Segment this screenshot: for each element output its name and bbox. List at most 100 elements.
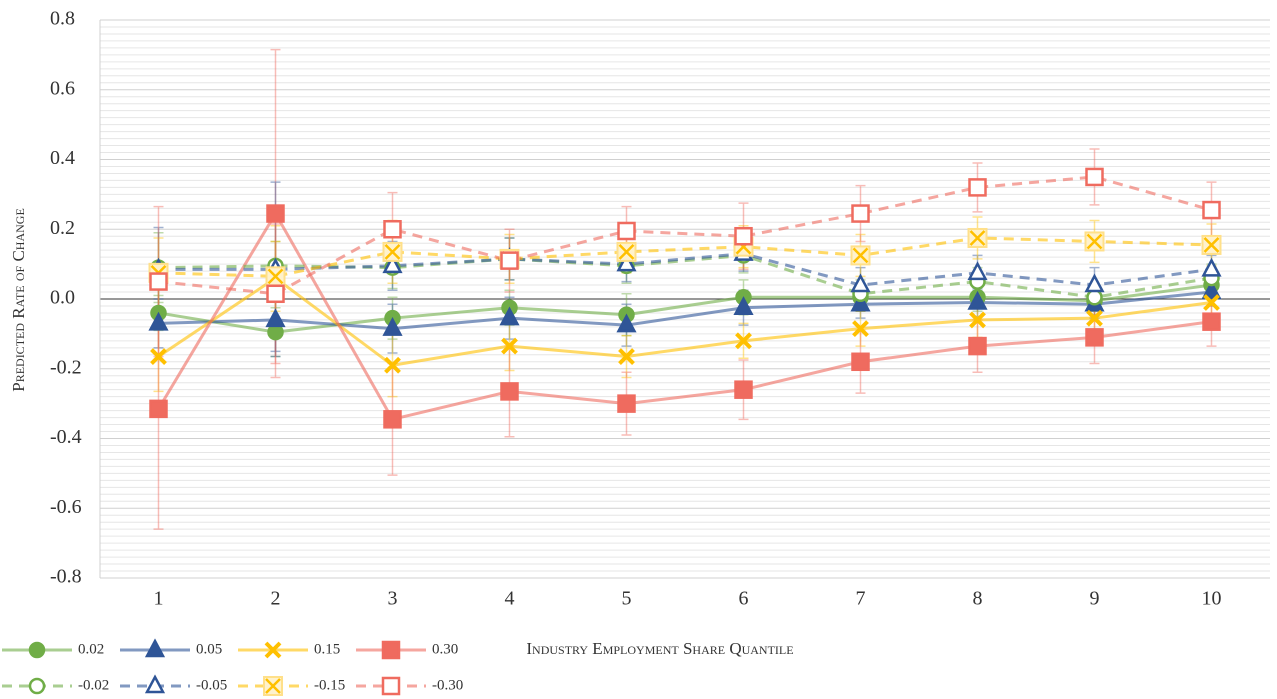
legend-label: 0.02 xyxy=(78,641,104,657)
marker-shape xyxy=(967,290,988,310)
marker xyxy=(616,241,637,262)
marker-shape xyxy=(499,306,520,326)
x-tick-label: 8 xyxy=(973,588,983,610)
marker xyxy=(501,337,518,355)
marker xyxy=(852,320,869,338)
marker xyxy=(28,641,46,659)
marker xyxy=(1201,234,1222,255)
marker-shape xyxy=(383,220,402,239)
y-axis-title: Predicted Rate of Change xyxy=(9,208,28,392)
marker xyxy=(967,290,988,310)
marker-shape xyxy=(381,640,401,660)
marker-shape xyxy=(1201,280,1222,300)
x-tick-label: 2 xyxy=(271,588,281,610)
x-tick-label: 1 xyxy=(154,588,164,610)
marker-shape xyxy=(28,677,46,695)
marker xyxy=(617,394,636,413)
marker xyxy=(850,273,871,293)
marker xyxy=(381,640,401,660)
marker-shape xyxy=(265,308,286,328)
marker-shape xyxy=(617,394,636,413)
marker xyxy=(1086,289,1103,306)
marker-shape xyxy=(967,261,988,281)
x-tick-label: 9 xyxy=(1090,588,1100,610)
marker-shape xyxy=(500,382,519,401)
marker xyxy=(616,252,637,272)
marker xyxy=(850,292,871,312)
marker xyxy=(734,226,753,246)
marker xyxy=(148,311,169,331)
marker-shape xyxy=(501,337,518,355)
marker-shape xyxy=(618,244,635,260)
y-tick-label: -0.8 xyxy=(50,566,82,588)
marker-shape xyxy=(852,320,869,338)
legend-item: -0.02 xyxy=(2,677,109,695)
legend-item: -0.15 xyxy=(238,676,345,696)
marker xyxy=(967,227,988,248)
marker xyxy=(1085,328,1104,347)
marker-shape xyxy=(1086,309,1103,327)
marker xyxy=(734,380,753,399)
marker-shape xyxy=(382,316,403,336)
marker xyxy=(149,272,168,291)
legend-item: 0.30 xyxy=(356,640,458,660)
marker xyxy=(144,674,166,694)
marker xyxy=(617,221,636,241)
marker-shape xyxy=(382,254,403,274)
marker xyxy=(263,676,283,696)
legend-item: -0.30 xyxy=(356,676,463,696)
marker-shape xyxy=(150,348,167,365)
x-axis-title: Industry Employment Share Quantile xyxy=(526,639,793,658)
y-tick-label: -0.6 xyxy=(50,496,82,518)
x-tick-label: 5 xyxy=(622,588,632,610)
marker xyxy=(1086,309,1103,327)
marker-shape xyxy=(850,292,871,312)
legend-label: 0.05 xyxy=(196,641,222,657)
marker-shape xyxy=(616,252,637,272)
marker-shape xyxy=(851,352,870,372)
marker-shape xyxy=(384,356,401,374)
marker-shape xyxy=(266,284,285,304)
marker xyxy=(266,204,285,223)
legend-label: 0.15 xyxy=(314,641,340,657)
marker-shape xyxy=(1203,294,1220,311)
marker xyxy=(265,266,286,287)
marker-shape xyxy=(969,230,986,246)
marker xyxy=(144,638,166,658)
marker xyxy=(618,348,635,365)
marker xyxy=(383,220,402,239)
series-line xyxy=(158,236,1212,278)
marker-shape xyxy=(265,678,281,694)
marker xyxy=(616,313,637,333)
marker-shape xyxy=(381,676,401,696)
marker-shape xyxy=(500,251,519,270)
series-line xyxy=(157,210,1212,422)
marker-shape xyxy=(149,399,168,419)
marker xyxy=(1085,167,1104,187)
marker-shape xyxy=(383,410,402,429)
legend-label: -0.02 xyxy=(78,677,109,693)
marker-shape xyxy=(1086,289,1103,306)
marker-shape xyxy=(734,380,753,399)
marker-shape xyxy=(617,221,636,241)
marker-shape xyxy=(850,273,871,293)
x-tick-label: 10 xyxy=(1202,588,1222,610)
marker xyxy=(968,336,987,356)
marker-shape xyxy=(852,247,869,264)
marker xyxy=(382,241,403,262)
marker xyxy=(266,284,285,304)
marker-shape xyxy=(734,226,753,246)
y-tick-label: 0.4 xyxy=(50,147,75,169)
legend-item: 0.02 xyxy=(2,641,104,659)
marker xyxy=(150,348,167,365)
marker xyxy=(500,382,519,401)
legend-label: 0.30 xyxy=(432,641,458,657)
marker-shape xyxy=(1085,328,1104,347)
marker-shape xyxy=(618,348,635,365)
marker-shape xyxy=(148,311,169,331)
marker-shape xyxy=(266,204,285,223)
x-tick-label: 3 xyxy=(388,588,398,610)
marker xyxy=(1202,312,1221,331)
marker xyxy=(851,204,870,223)
